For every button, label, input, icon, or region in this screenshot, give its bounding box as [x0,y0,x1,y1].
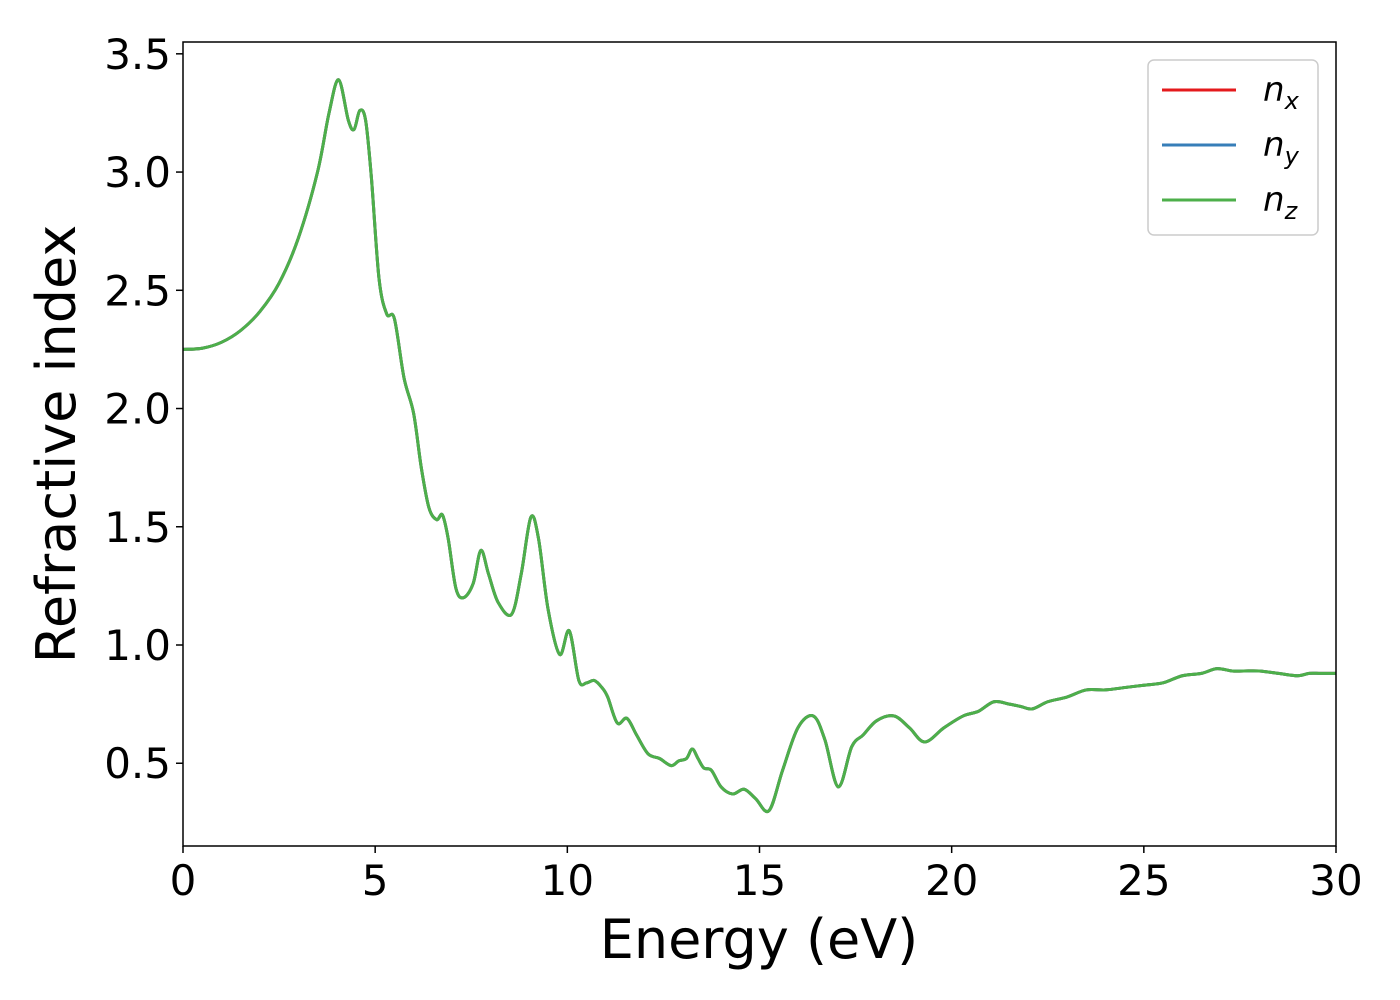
x-tick-label: 15 [733,856,786,905]
x-axis-title: Energy (eV) [600,908,919,971]
x-tick-label: 25 [1117,856,1170,905]
y-tick-label: 1.0 [104,621,171,670]
legend: nx ny nz [1147,59,1319,236]
y-tick-label: 2.0 [104,385,171,434]
series-layer [182,78,1337,814]
x-tick-label: 5 [362,856,389,905]
y-tick-label: 0.5 [104,739,171,788]
series-line-n_z [182,78,1337,814]
x-tick-label: 0 [170,856,197,905]
y-tick-label: 3.5 [104,30,171,79]
x-axis: 0 5 10 15 20 25 30 [170,846,1363,905]
x-tick-label: 20 [925,856,978,905]
y-axis-title: Refractive index [25,225,88,664]
y-tick-label: 3.0 [104,148,171,197]
legend-label-n_z: nz [1263,180,1299,225]
legend-label-n_y: ny [1263,125,1300,170]
y-axis: 0.5 1.0 1.5 2.0 2.5 3.0 3.5 [104,30,183,788]
y-tick-label: 1.5 [104,503,171,552]
y-tick-label: 2.5 [104,266,171,315]
x-tick-label: 10 [541,856,594,905]
legend-label-n_x: nx [1263,70,1300,115]
legend-box [1147,59,1319,236]
x-tick-label: 30 [1309,856,1362,905]
